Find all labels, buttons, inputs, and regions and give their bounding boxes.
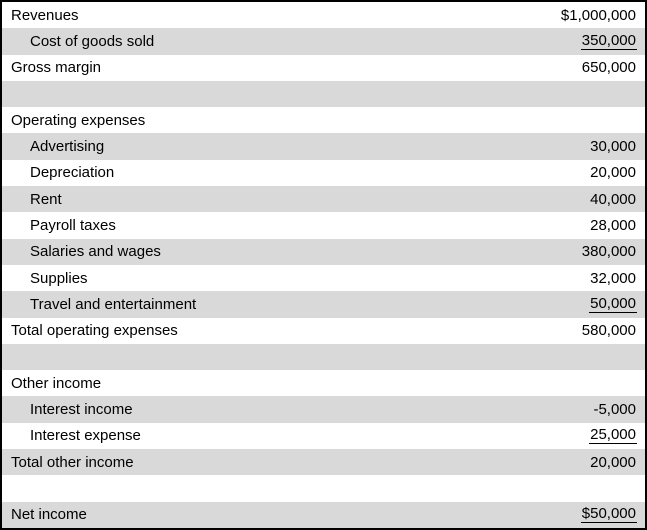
row-value: 40,000 bbox=[590, 192, 645, 207]
row-label: Payroll taxes bbox=[30, 217, 116, 235]
row-label: Interest expense bbox=[30, 427, 141, 445]
row-value-text: 28,000 bbox=[590, 217, 636, 235]
row-value bbox=[636, 87, 645, 102]
row-value: 650,000 bbox=[582, 60, 645, 75]
row-value: 32,000 bbox=[590, 271, 645, 286]
table-row: Interest expense 25,000 bbox=[2, 423, 645, 449]
row-label: Rent bbox=[30, 190, 62, 208]
row-label: Other income bbox=[11, 374, 102, 392]
row-value-text: 50,000 bbox=[589, 294, 637, 313]
row-label: Interest income bbox=[30, 401, 133, 419]
table-row: Net income $50,000 bbox=[2, 501, 645, 528]
row-value: 25,000 bbox=[589, 426, 645, 445]
row-value: 350,000 bbox=[580, 31, 645, 50]
row-value-text: 30,000 bbox=[590, 138, 636, 156]
row-value-text: -5,000 bbox=[593, 401, 636, 419]
table-row: Revenues $1,000,000 bbox=[2, 2, 645, 28]
table-row: Gross margin 650,000 bbox=[2, 55, 645, 81]
row-label: Net income bbox=[11, 506, 87, 524]
table-row: Total other income 20,000 bbox=[2, 449, 645, 476]
row-label: Travel and entertainment bbox=[30, 295, 197, 313]
row-label: Depreciation bbox=[30, 164, 115, 182]
row-label: Supplies bbox=[30, 269, 88, 287]
row-label: Total operating expenses bbox=[11, 322, 178, 340]
table-row: Depreciation 20,000 bbox=[2, 160, 645, 186]
row-value bbox=[636, 350, 645, 365]
row-value: 28,000 bbox=[590, 218, 645, 233]
row-value: 50,000 bbox=[589, 296, 645, 313]
row-value-text: 32,000 bbox=[590, 269, 636, 287]
row-value: $1,000,000 bbox=[561, 8, 645, 23]
row-label: Gross margin bbox=[11, 59, 102, 77]
row-label: Operating expenses bbox=[11, 111, 146, 129]
row-label: Advertising bbox=[30, 138, 105, 156]
row-label: Total other income bbox=[11, 453, 134, 471]
row-value: 30,000 bbox=[590, 139, 645, 154]
row-value-text: 380,000 bbox=[581, 243, 636, 261]
row-value-text: 350,000 bbox=[580, 31, 637, 50]
row-value: $50,000 bbox=[580, 505, 645, 524]
row-label: Cost of goods sold bbox=[30, 32, 155, 50]
table-row: Rent 40,000 bbox=[2, 186, 645, 213]
row-value: 20,000 bbox=[590, 455, 645, 470]
row-value-text: 20,000 bbox=[590, 453, 636, 471]
row-label: Revenues bbox=[11, 6, 79, 24]
row-value bbox=[636, 376, 645, 391]
table-row: Interest income -5,000 bbox=[2, 396, 645, 423]
row-value-text: 650,000 bbox=[581, 59, 636, 77]
row-value-text: 40,000 bbox=[590, 190, 636, 208]
row-value-text: 25,000 bbox=[589, 426, 637, 445]
row-value bbox=[636, 113, 645, 128]
row-value-text: 580,000 bbox=[581, 322, 636, 340]
table-row: Supplies 32,000 bbox=[2, 265, 645, 291]
table-row: Salaries and wages 380,000 bbox=[2, 238, 645, 265]
table-row bbox=[2, 343, 645, 371]
row-value: 580,000 bbox=[582, 323, 645, 338]
table-row: Other income bbox=[2, 370, 645, 396]
row-value: 20,000 bbox=[590, 165, 645, 180]
row-value-text: 20,000 bbox=[590, 164, 636, 182]
table-row: Cost of goods sold 350,000 bbox=[2, 28, 645, 55]
row-value-text: $1,000,000 bbox=[560, 6, 636, 24]
table-row: Operating expenses bbox=[2, 107, 645, 133]
row-value: -5,000 bbox=[593, 402, 645, 417]
table-row: Advertising 30,000 bbox=[2, 133, 645, 160]
table-row bbox=[2, 80, 645, 108]
table-row: Travel and entertainment 50,000 bbox=[2, 291, 645, 318]
table-row: Total operating expenses 580,000 bbox=[2, 318, 645, 344]
row-value bbox=[636, 481, 645, 496]
row-value-text: $50,000 bbox=[580, 505, 637, 524]
table-row bbox=[2, 475, 645, 501]
row-label: Salaries and wages bbox=[30, 243, 161, 261]
table-row: Payroll taxes 28,000 bbox=[2, 212, 645, 238]
row-value: 380,000 bbox=[582, 244, 645, 259]
